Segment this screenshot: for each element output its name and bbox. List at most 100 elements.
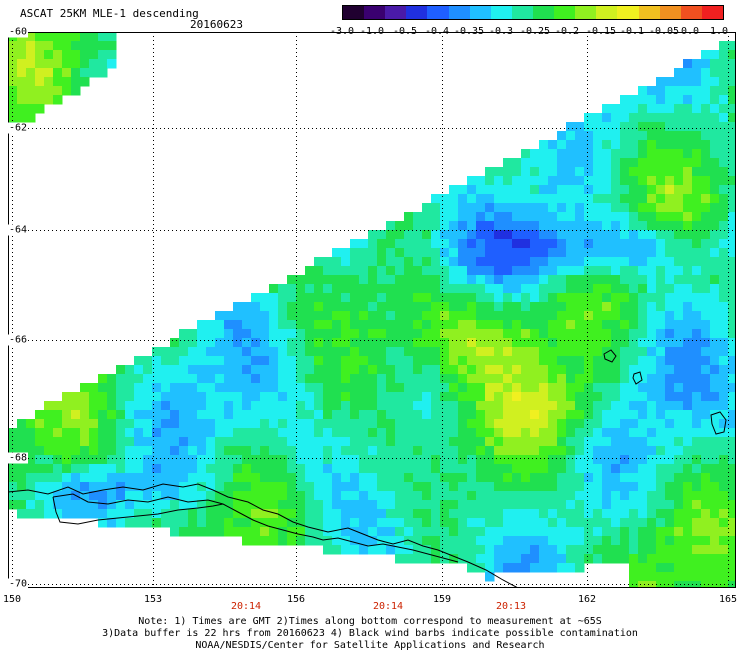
data-cell	[395, 293, 405, 303]
data-cell	[188, 509, 198, 519]
data-cell	[431, 455, 441, 465]
data-cell	[620, 203, 630, 213]
data-cell	[728, 185, 736, 195]
data-cell	[323, 383, 333, 393]
data-cell	[386, 338, 396, 348]
data-cell	[566, 167, 576, 177]
data-cell	[494, 203, 504, 213]
data-cell	[701, 158, 711, 168]
data-cell	[629, 491, 639, 501]
data-cell	[647, 113, 657, 123]
data-cell	[161, 455, 171, 465]
data-cell	[467, 374, 477, 384]
data-cell	[512, 410, 522, 420]
data-cell	[143, 410, 153, 420]
data-cell	[296, 311, 306, 321]
data-cell	[620, 311, 630, 321]
data-cell	[629, 167, 639, 177]
lon-label: 165	[718, 594, 738, 605]
data-cell	[125, 464, 135, 474]
data-cell	[359, 311, 369, 321]
data-cell	[557, 158, 567, 168]
data-cell	[647, 509, 657, 519]
data-cell	[530, 374, 540, 384]
data-cell	[62, 509, 72, 519]
data-cell	[431, 392, 441, 402]
data-cell	[692, 527, 702, 537]
data-cell	[710, 95, 720, 105]
data-cell	[719, 464, 729, 474]
data-cell	[296, 275, 306, 285]
data-cell	[530, 500, 540, 510]
data-cell	[584, 554, 594, 564]
data-cell	[647, 455, 657, 465]
data-cell	[548, 293, 558, 303]
data-cell	[449, 374, 459, 384]
data-cell	[467, 563, 477, 573]
data-cell	[341, 248, 351, 258]
data-cell	[629, 221, 639, 231]
data-cell	[440, 428, 450, 438]
data-cell	[206, 383, 216, 393]
data-cell	[224, 437, 234, 447]
data-cell	[278, 293, 288, 303]
data-cell	[629, 122, 639, 132]
data-cell	[422, 482, 432, 492]
data-cell	[512, 194, 522, 204]
data-cell	[260, 428, 270, 438]
data-cell	[692, 338, 702, 348]
data-cell	[593, 329, 603, 339]
data-cell	[656, 572, 666, 582]
data-cell	[674, 293, 684, 303]
data-cell	[386, 239, 396, 249]
data-cell	[710, 554, 720, 564]
data-cell	[44, 32, 54, 42]
data-cell	[26, 59, 36, 69]
data-cell	[665, 581, 675, 588]
data-cell	[269, 284, 279, 294]
data-cell	[656, 248, 666, 258]
data-cell	[17, 104, 27, 114]
data-cell	[638, 419, 648, 429]
data-cell	[710, 275, 720, 285]
data-cell	[80, 473, 90, 483]
data-cell	[692, 212, 702, 222]
data-cell	[620, 545, 630, 555]
data-cell	[350, 410, 360, 420]
data-cell	[377, 518, 387, 528]
data-cell	[476, 401, 486, 411]
data-cell	[53, 77, 63, 87]
data-cell	[485, 347, 495, 357]
data-cell	[557, 275, 567, 285]
data-cell	[539, 248, 549, 258]
data-cell	[62, 86, 72, 96]
data-cell	[539, 149, 549, 159]
lon-label: 159	[432, 594, 452, 605]
data-cell	[647, 275, 657, 285]
data-cell	[377, 392, 387, 402]
data-cell	[341, 311, 351, 321]
data-cell	[638, 95, 648, 105]
data-cell	[188, 491, 198, 501]
data-cell	[548, 401, 558, 411]
data-cell	[53, 41, 63, 51]
data-cell	[431, 320, 441, 330]
data-cell	[593, 527, 603, 537]
data-cell	[683, 518, 693, 528]
data-cell	[683, 122, 693, 132]
data-cell	[575, 563, 585, 573]
data-cell	[494, 284, 504, 294]
data-cell	[620, 221, 630, 231]
data-cell	[602, 446, 612, 456]
data-cell	[206, 473, 216, 483]
data-cell	[341, 482, 351, 492]
data-cell	[710, 383, 720, 393]
data-cell	[26, 68, 36, 78]
data-cell	[386, 392, 396, 402]
data-cell	[143, 518, 153, 528]
data-cell	[485, 392, 495, 402]
data-cell	[512, 428, 522, 438]
data-cell	[53, 473, 63, 483]
data-cell	[422, 446, 432, 456]
data-cell	[584, 248, 594, 258]
